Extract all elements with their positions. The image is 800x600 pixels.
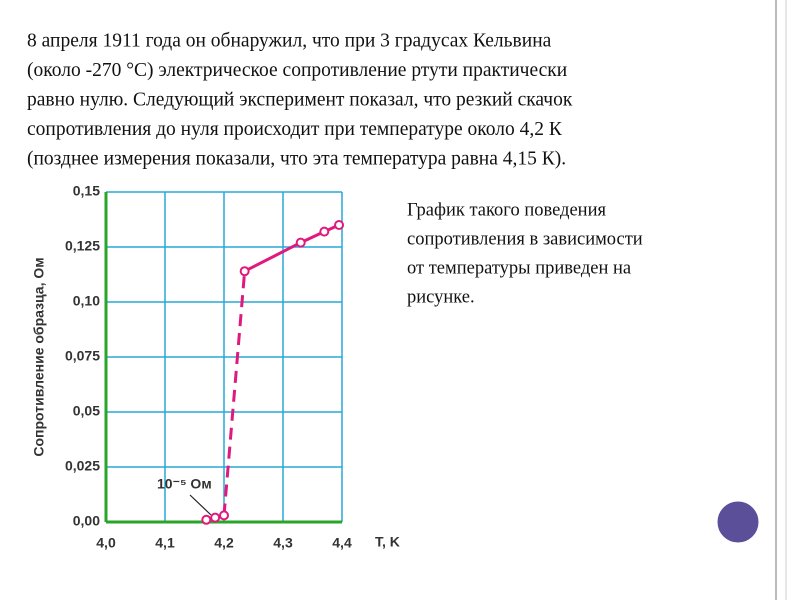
side-line: График такого поведения [407,200,606,220]
y-tick-label: 0,075 [65,348,100,364]
decor-circle [714,498,762,546]
paragraph-line: сопротивления до нуля происходит при тем… [27,119,563,140]
text: 8 апреля 1911 года он обнаружил, что при… [27,30,643,307]
point [334,220,345,230]
line-segment [222,271,247,516]
point [219,510,229,521]
point [319,226,330,237]
side-line: от температуры приведен на [407,258,631,278]
x-tick-label: 4,3 [273,535,293,551]
side-line: сопротивления в зависимости [407,229,643,249]
line-segment [243,241,302,273]
chart: 0,00 0,025 0,05 0,075 0,10 0,125 0,15 4,0 4,1 4,2… [31,183,400,551]
x-tick-label: 4,4 [332,535,352,551]
y-tick-label: 0,05 [73,403,100,419]
point [210,512,221,523]
y-tick-label: 0,15 [73,183,100,199]
side-line: рисунке. [407,287,475,307]
y-tick-label: 0,00 [73,513,100,529]
point [239,266,250,277]
point [295,237,306,248]
x-axis-label: T, K [375,534,400,550]
paragraph-line: (около -270 °С) электрическое сопротивле… [27,60,567,81]
y-tick-label: 0,025 [65,458,100,474]
x-tick-label: 4,2 [214,535,234,551]
y-tick-label: 0,10 [73,293,100,309]
annotation: 10⁻⁵ Ом [157,476,212,492]
x-tick-label: 4,1 [155,535,175,551]
paragraph-line: (позднее измерения показали, что эта тем… [27,148,566,169]
y-tick-label: 0,125 [65,238,100,254]
paragraph-line: 8 апреля 1911 года он обнаружил, что при… [27,30,552,51]
x-tick-label: 4,0 [96,535,116,551]
y-axis-label: Сопротивление образца, Ом [31,257,47,456]
point [201,514,212,525]
paragraph-line: равно нулю. Следующий эксперимент показа… [27,89,573,110]
annotation-arrow [189,494,212,516]
